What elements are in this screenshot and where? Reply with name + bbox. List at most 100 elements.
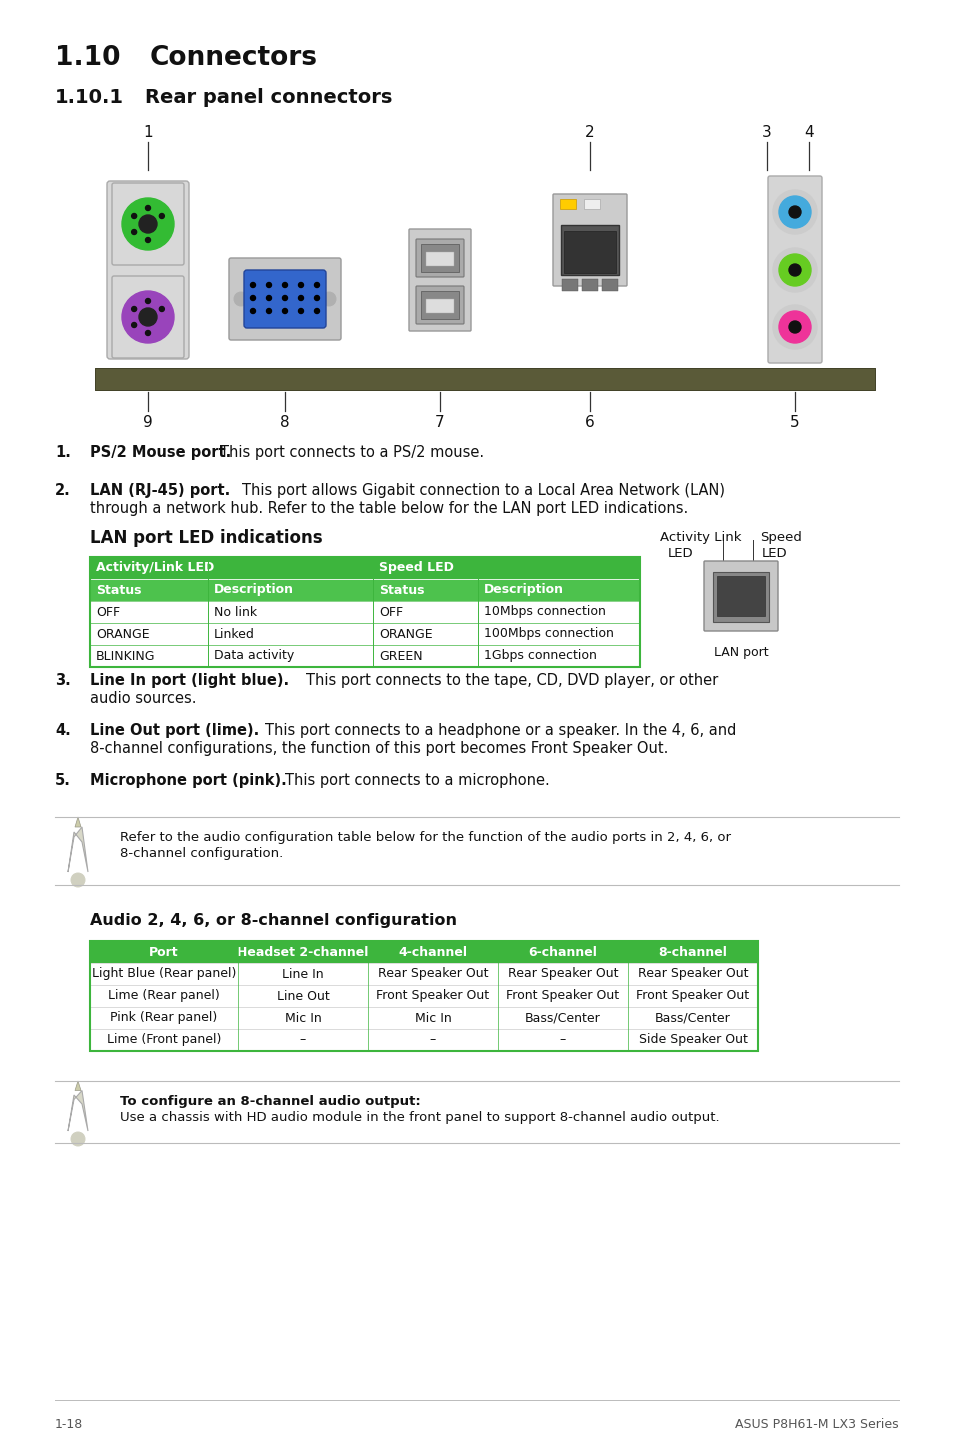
- FancyBboxPatch shape: [703, 561, 778, 631]
- Text: 100Mbps connection: 100Mbps connection: [483, 627, 613, 640]
- Circle shape: [132, 306, 136, 312]
- Text: Front Speaker Out: Front Speaker Out: [376, 989, 489, 1002]
- Text: 4: 4: [803, 125, 813, 139]
- Circle shape: [251, 282, 255, 288]
- Text: Microphone port (pink).: Microphone port (pink).: [90, 774, 292, 788]
- Text: Activity/Link LED: Activity/Link LED: [96, 561, 214, 575]
- Text: 4.: 4.: [55, 723, 71, 738]
- FancyBboxPatch shape: [112, 183, 184, 265]
- Circle shape: [282, 309, 287, 313]
- Bar: [90, 580, 639, 601]
- Text: Data activity: Data activity: [213, 650, 294, 663]
- Text: –: –: [299, 1034, 306, 1047]
- Text: 8: 8: [280, 416, 290, 430]
- Text: LED: LED: [667, 546, 693, 559]
- Text: Lime (Rear panel): Lime (Rear panel): [108, 989, 219, 1002]
- Bar: [560, 224, 618, 275]
- Text: 1-18: 1-18: [55, 1418, 83, 1431]
- Circle shape: [779, 255, 810, 286]
- Bar: [95, 368, 874, 390]
- Circle shape: [788, 206, 801, 219]
- Bar: [561, 279, 578, 290]
- Text: through a network hub. Refer to the table below for the LAN port LED indications: through a network hub. Refer to the tabl…: [90, 500, 687, 516]
- Text: 3.: 3.: [55, 673, 71, 687]
- Text: Line Out: Line Out: [276, 989, 329, 1002]
- Text: ASUS P8H61-M LX3 Series: ASUS P8H61-M LX3 Series: [735, 1418, 898, 1431]
- Bar: [601, 279, 618, 290]
- Text: Headset 2-channel: Headset 2-channel: [237, 946, 368, 959]
- Text: Front Speaker Out: Front Speaker Out: [506, 989, 618, 1002]
- Text: 8-channel configuration.: 8-channel configuration.: [120, 847, 283, 860]
- Text: 6-channel: 6-channel: [528, 946, 597, 959]
- Circle shape: [282, 295, 287, 301]
- Text: Rear Speaker Out: Rear Speaker Out: [377, 968, 488, 981]
- Text: 8-channel configurations, the function of this port becomes Front Speaker Out.: 8-channel configurations, the function o…: [90, 741, 668, 756]
- Text: Side Speaker Out: Side Speaker Out: [638, 1034, 746, 1047]
- Bar: [95, 368, 874, 390]
- Polygon shape: [68, 827, 88, 871]
- Text: 3: 3: [761, 125, 771, 139]
- Text: Linked: Linked: [213, 627, 254, 640]
- Text: Speed LED: Speed LED: [378, 561, 454, 575]
- Text: ORANGE: ORANGE: [96, 627, 150, 640]
- Circle shape: [146, 331, 151, 335]
- Circle shape: [159, 213, 164, 219]
- FancyBboxPatch shape: [409, 229, 471, 331]
- Text: OFF: OFF: [378, 605, 403, 618]
- Text: Audio 2, 4, 6, or 8-channel configuration: Audio 2, 4, 6, or 8-channel configuratio…: [90, 913, 456, 928]
- Bar: [90, 940, 758, 1051]
- Text: 7: 7: [435, 416, 444, 430]
- Circle shape: [266, 282, 272, 288]
- Text: Description: Description: [213, 584, 294, 597]
- Circle shape: [71, 1132, 85, 1146]
- Text: OFF: OFF: [96, 605, 120, 618]
- Text: LED: LED: [761, 546, 787, 559]
- Text: Connectors: Connectors: [150, 45, 317, 70]
- Text: 5: 5: [789, 416, 799, 430]
- Circle shape: [772, 305, 816, 349]
- Bar: [90, 940, 758, 963]
- Circle shape: [314, 282, 319, 288]
- Bar: [90, 623, 639, 646]
- Text: Mic In: Mic In: [415, 1011, 451, 1024]
- Bar: [426, 299, 454, 313]
- Circle shape: [251, 309, 255, 313]
- Circle shape: [314, 295, 319, 301]
- Text: GREEN: GREEN: [378, 650, 422, 663]
- Circle shape: [266, 309, 272, 313]
- Bar: [420, 244, 458, 272]
- Text: 5.: 5.: [55, 774, 71, 788]
- Bar: [583, 198, 599, 209]
- Circle shape: [122, 198, 173, 250]
- Text: Line Out port (lime).: Line Out port (lime).: [90, 723, 264, 738]
- Circle shape: [132, 230, 136, 234]
- Bar: [90, 646, 639, 667]
- Text: Light Blue (Rear panel): Light Blue (Rear panel): [91, 968, 236, 981]
- Circle shape: [314, 309, 319, 313]
- Text: Rear panel connectors: Rear panel connectors: [145, 88, 392, 106]
- Text: Pink (Rear panel): Pink (Rear panel): [111, 1011, 217, 1024]
- Circle shape: [282, 282, 287, 288]
- Text: Status: Status: [96, 584, 141, 597]
- FancyBboxPatch shape: [767, 175, 821, 362]
- Text: LAN port: LAN port: [713, 646, 767, 659]
- Bar: [90, 1030, 758, 1051]
- Text: 4-channel: 4-channel: [398, 946, 467, 959]
- Text: Lime (Front panel): Lime (Front panel): [107, 1034, 221, 1047]
- Circle shape: [122, 290, 173, 344]
- Bar: [90, 1007, 758, 1030]
- Text: This port connects to a PS/2 mouse.: This port connects to a PS/2 mouse.: [220, 444, 483, 460]
- Circle shape: [779, 196, 810, 229]
- Text: This port connects to a microphone.: This port connects to a microphone.: [285, 774, 549, 788]
- Text: Front Speaker Out: Front Speaker Out: [636, 989, 749, 1002]
- Text: PS/2 Mouse port.: PS/2 Mouse port.: [90, 444, 236, 460]
- Bar: [90, 963, 758, 985]
- Circle shape: [788, 321, 801, 334]
- Text: This port allows Gigabit connection to a Local Area Network (LAN): This port allows Gigabit connection to a…: [242, 483, 724, 498]
- Circle shape: [298, 309, 303, 313]
- Circle shape: [298, 282, 303, 288]
- Bar: [426, 252, 454, 266]
- Bar: [559, 198, 576, 209]
- Bar: [90, 985, 758, 1007]
- Text: Status: Status: [378, 584, 424, 597]
